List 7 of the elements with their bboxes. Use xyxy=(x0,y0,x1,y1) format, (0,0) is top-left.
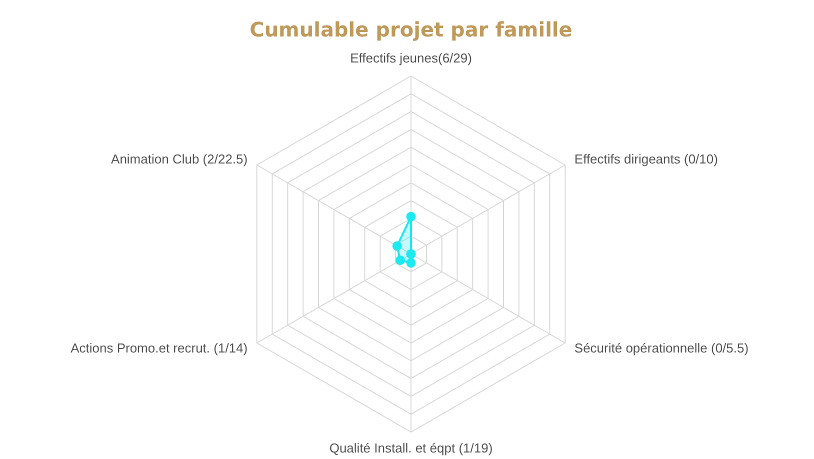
spoke-label: Qualité Install. et éqpt (1/19) xyxy=(329,440,493,456)
spoke-label: Sécurité opérationnelle (0/5.5) xyxy=(574,340,749,356)
chart-title: Cumulable projet par famille xyxy=(250,17,572,42)
spoke-label: Effectifs jeunes(6/29) xyxy=(350,50,472,66)
spoke-label: Effectifs dirigeants (0/10) xyxy=(574,152,718,167)
spoke-label: Actions Promo.et recrut. (1/14) xyxy=(70,340,248,356)
spoke-label: Animation Club (2/22.5) xyxy=(111,152,248,167)
